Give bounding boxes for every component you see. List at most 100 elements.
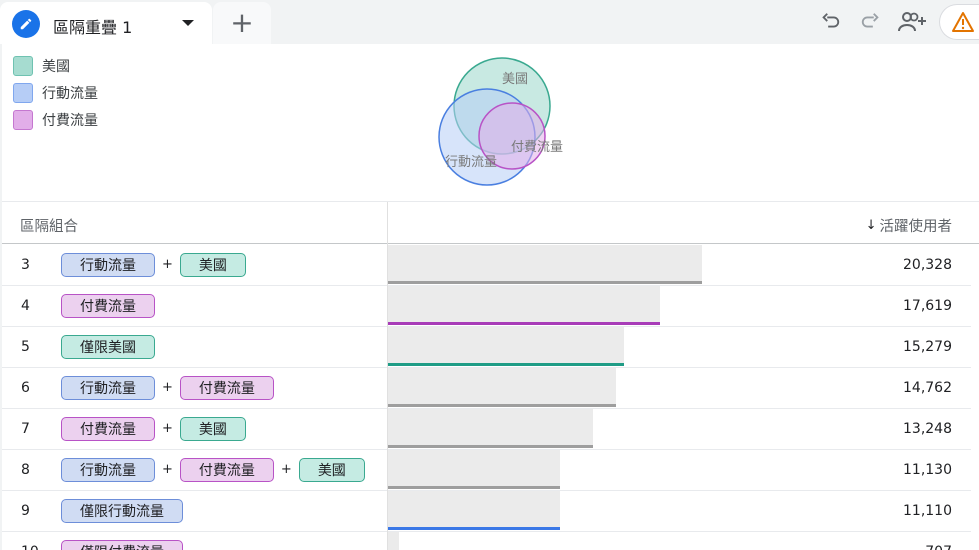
segment-chip-mobile[interactable]: 行動流量 <box>61 252 155 277</box>
plus-sign: + <box>280 462 292 477</box>
column-divider <box>387 245 388 286</box>
column-divider <box>387 202 388 245</box>
active-users-value: 11,110 <box>903 503 952 519</box>
segment-chip-paid[interactable]: 僅限付費流量 <box>61 539 183 550</box>
segment-chips: 行動流量 + 付費流量 <box>61 375 274 400</box>
active-users-value: 15,279 <box>903 339 952 355</box>
active-users-value: 14,762 <box>903 380 952 396</box>
table-row[interactable]: 7 付費流量 + 美國 13,248 <box>2 409 971 450</box>
segment-chip-us[interactable]: 僅限美國 <box>61 334 155 359</box>
venn-circle-paid[interactable] <box>478 102 546 170</box>
row-number: 10 <box>21 544 39 550</box>
value-bar-accent <box>388 363 624 366</box>
segment-chip-mobile[interactable]: 僅限行動流量 <box>61 498 183 523</box>
legend-label: 美國 <box>42 58 70 75</box>
legend-label: 付費流量 <box>42 112 98 129</box>
undo-icon[interactable] <box>816 8 844 36</box>
edit-pencil-icon[interactable] <box>12 10 40 38</box>
active-users-value: 13,248 <box>903 421 952 437</box>
plus-sign: + <box>162 257 173 272</box>
legend-label: 行動流量 <box>42 85 98 102</box>
legend-swatch <box>13 55 33 76</box>
venn-diagram: 美國 行動流量 付費流量 <box>438 57 563 186</box>
column-divider <box>387 491 388 532</box>
value-bar-accent <box>388 445 593 448</box>
row-number: 9 <box>21 503 30 519</box>
value-bar <box>388 368 616 406</box>
chevron-down-icon[interactable] <box>182 20 194 26</box>
plus-sign: + <box>162 380 173 395</box>
column-divider <box>387 450 388 491</box>
segment-chip-paid[interactable]: 付費流量 <box>179 457 274 482</box>
column-divider <box>387 368 388 409</box>
table-row[interactable]: 5 僅限美國 15,279 <box>2 327 971 368</box>
tab-segment-overlap[interactable]: 區隔重疊 1 <box>0 2 212 44</box>
table-row[interactable]: 6 行動流量 + 付費流量 14,762 <box>2 368 971 409</box>
active-users-value: 11,130 <box>903 462 952 478</box>
value-bar-accent <box>388 486 560 489</box>
venn-label-us: 美國 <box>502 72 528 87</box>
segment-chip-paid[interactable]: 付費流量 <box>61 293 155 318</box>
table-row[interactable]: 3 行動流量 + 美國 20,328 <box>2 245 971 286</box>
column-header-active-users[interactable]: ↓ 活躍使用者 <box>866 215 952 236</box>
add-tab-button[interactable]: + <box>213 2 271 44</box>
table-row[interactable]: 10 僅限付費流量 707 <box>2 532 971 550</box>
row-number: 6 <box>21 380 30 396</box>
row-number: 5 <box>21 339 30 355</box>
value-bar-accent <box>388 527 560 530</box>
active-users-value: 20,328 <box>903 257 952 273</box>
legend: 美國 行動流量 付費流量 <box>13 52 98 133</box>
active-users-value: 17,619 <box>903 298 952 314</box>
column-divider <box>387 327 388 368</box>
segment-chip-paid[interactable]: 付費流量 <box>179 375 274 400</box>
value-bar <box>388 450 560 488</box>
column-divider <box>387 532 388 550</box>
venn-label-paid: 付費流量 <box>511 140 563 155</box>
table-row[interactable]: 9 僅限行動流量 11,110 <box>2 491 971 532</box>
legend-item-paid[interactable]: 付費流量 <box>13 106 98 133</box>
segment-chips: 付費流量 <box>61 293 155 318</box>
warning-icon <box>951 12 974 32</box>
segment-chips: 僅限行動流量 <box>61 498 183 523</box>
segment-chip-us[interactable]: 美國 <box>298 457 365 482</box>
segment-chip-mobile[interactable]: 行動流量 <box>61 375 155 400</box>
redo-icon[interactable] <box>857 8 885 36</box>
venn-label-mobile: 行動流量 <box>445 155 497 170</box>
segment-chip-us[interactable]: 美國 <box>179 252 246 277</box>
segment-chips: 僅限美國 <box>61 334 155 359</box>
report-card: 美國 行動流量 付費流量 美國 行動流量 付費流量 區隔組合 ↓ 活 <box>2 44 979 550</box>
value-bar-accent <box>388 322 660 325</box>
value-bar-accent <box>388 281 702 284</box>
table-row[interactable]: 8 行動流量 + 付費流量 + 美國 11,130 <box>2 450 971 491</box>
plus-sign: + <box>162 462 173 477</box>
value-bar <box>388 286 660 324</box>
table-header: 區隔組合 ↓ 活躍使用者 <box>2 201 979 245</box>
warning-button[interactable] <box>939 4 979 40</box>
value-bar <box>388 327 624 365</box>
column-header-segment-combo[interactable]: 區隔組合 <box>20 219 78 235</box>
tab-bar: 區隔重疊 1 + <box>0 0 979 44</box>
active-users-value: 707 <box>925 544 952 550</box>
segment-chips: 付費流量 + 美國 <box>61 416 246 441</box>
legend-item-mobile[interactable]: 行動流量 <box>13 79 98 106</box>
value-bar <box>388 491 560 529</box>
row-number: 7 <box>21 421 30 437</box>
segment-chip-mobile[interactable]: 行動流量 <box>61 457 155 482</box>
legend-item-us[interactable]: 美國 <box>13 52 98 79</box>
value-bar <box>388 409 593 447</box>
row-number: 4 <box>21 298 30 314</box>
row-number: 8 <box>21 462 30 478</box>
person-add-icon[interactable] <box>896 8 930 36</box>
value-bar <box>388 532 399 550</box>
column-divider <box>387 409 388 450</box>
segment-chip-us[interactable]: 美國 <box>179 416 246 441</box>
segment-chips: 行動流量 + 美國 <box>61 252 246 277</box>
plus-sign: + <box>162 421 173 436</box>
segment-chips: 僅限付費流量 <box>61 539 183 550</box>
segment-chip-paid[interactable]: 付費流量 <box>61 416 155 441</box>
tab-title: 區隔重疊 1 <box>53 18 133 37</box>
value-bar <box>388 245 702 283</box>
sort-arrow-icon: ↓ <box>865 218 877 233</box>
table-row[interactable]: 4 付費流量 17,619 <box>2 286 971 327</box>
